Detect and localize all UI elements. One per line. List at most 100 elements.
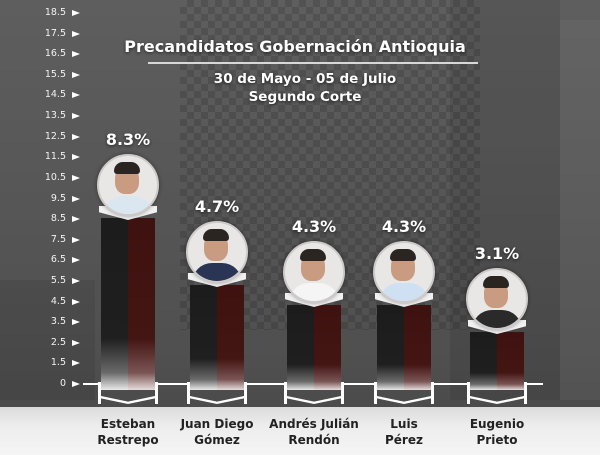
y-tick-arrow-icon (72, 133, 80, 140)
bar-right-face (497, 332, 524, 390)
bar-perez (374, 293, 434, 404)
y-tick-label: 0 (59, 378, 66, 389)
y-tick-label: 5.5 (50, 274, 66, 286)
candidate-last-name: Pérez (385, 433, 423, 447)
candidate-name: Esteban Restrepo (73, 416, 183, 448)
candidate-last-name: Restrepo (97, 433, 159, 447)
names-footer (0, 407, 600, 455)
y-tick-arrow-icon (72, 154, 80, 161)
avatar-hair-icon (483, 276, 509, 288)
bar-left-face (470, 332, 497, 390)
candidate-first-name: Andrés Julián (269, 417, 359, 431)
y-tick-label: 11.5 (44, 151, 66, 163)
y-tick-arrow-icon (72, 30, 80, 37)
y-tick-label: 9.5 (50, 192, 66, 204)
y-tick-label: 12.5 (44, 130, 66, 142)
bar-right-face (314, 305, 341, 390)
candidate-photo-avatar (186, 221, 248, 283)
bar-base-bracket (284, 382, 344, 404)
y-tick-label: 16.5 (44, 48, 66, 60)
value-label: 4.3% (381, 217, 427, 236)
y-tick-arrow-icon (72, 71, 80, 78)
avatar-body-icon (472, 310, 522, 328)
y-tick-label: 10.5 (44, 171, 66, 183)
avatar-hair-icon (300, 249, 326, 261)
y-tick-label: 8.5 (50, 213, 66, 225)
avatar-body-icon (103, 196, 153, 214)
candidate-name: Andrés Julián Rendón (259, 416, 369, 448)
candidate-photo-avatar (373, 241, 435, 303)
y-tick-arrow-icon (72, 381, 80, 387)
bar-right-face (217, 285, 244, 390)
candidate-last-name: Gómez (194, 433, 240, 447)
bar-left-face (377, 305, 404, 390)
y-tick-label: 6.5 (50, 254, 66, 266)
y-tick-arrow-icon (72, 339, 80, 346)
y-tick-arrow-icon (72, 92, 80, 99)
y-tick-arrow-icon (72, 216, 80, 223)
candidate-name: Juan Diego Gómez (162, 416, 272, 448)
background-building (560, 20, 600, 400)
bar-restrepo (98, 206, 158, 404)
bar-left-face (287, 305, 314, 390)
y-tick-label: 1.5 (50, 357, 66, 369)
bar-rendon (284, 293, 344, 404)
bar-left-face (101, 218, 128, 390)
bar-base-bracket (98, 382, 158, 404)
bar-base-bracket (374, 382, 434, 404)
value-label: 3.1% (474, 244, 520, 263)
bar-prieto (467, 320, 527, 404)
candidate-last-name: Prieto (476, 433, 518, 447)
bar-base-bracket (467, 382, 527, 404)
value-label: 4.7% (194, 197, 240, 216)
y-tick-arrow-icon (72, 319, 80, 326)
y-tick-arrow-icon (72, 51, 80, 58)
y-tick-label: 2.5 (50, 336, 66, 348)
y-tick-label: 18.5 (44, 7, 66, 18)
y-tick-arrow-icon (72, 113, 80, 120)
y-tick-arrow-icon (72, 236, 80, 243)
avatar-body-icon (192, 263, 242, 281)
y-tick-arrow-icon (72, 10, 80, 16)
y-tick-arrow-icon (72, 298, 80, 305)
y-tick-arrow-icon (72, 360, 80, 367)
y-tick-arrow-icon (72, 277, 80, 284)
title-divider (148, 62, 478, 64)
y-tick-label: 17.5 (44, 27, 66, 39)
candidate-photo-avatar (97, 154, 159, 216)
candidate-name: Eugenio Prieto (442, 416, 552, 448)
candidate-first-name: Eugenio (469, 417, 525, 431)
candidate-first-name: Juan Diego (180, 417, 254, 431)
chart-subtitle-cut: Segundo Corte (248, 89, 362, 105)
y-tick-label: 14.5 (44, 89, 66, 101)
y-tick-arrow-icon (72, 174, 80, 181)
value-label: 4.3% (291, 217, 337, 236)
candidate-photo-avatar (466, 268, 528, 330)
y-tick-label: 3.5 (50, 316, 66, 328)
candidate-photo-avatar (283, 241, 345, 303)
avatar-hair-icon (114, 162, 140, 174)
candidate-name: Luis Pérez (349, 416, 459, 448)
candidate-last-name: Rendón (288, 433, 340, 447)
chart-subtitle-dates: 30 de Mayo - 05 de Julio (213, 71, 397, 87)
avatar-hair-icon (203, 229, 229, 241)
candidate-first-name: Esteban (100, 417, 156, 431)
y-tick-label: 13.5 (44, 110, 66, 122)
chart-title: Precandidatos Gobernación Antioquia (124, 37, 466, 56)
y-tick-arrow-icon (72, 257, 80, 264)
bar-right-face (128, 218, 155, 390)
y-tick-label: 15.5 (44, 68, 66, 80)
avatar-hair-icon (390, 249, 416, 261)
candidate-first-name: Luis (390, 417, 418, 431)
avatar-body-icon (289, 283, 339, 301)
bar-left-face (190, 285, 217, 390)
bar-base-bracket (187, 382, 247, 404)
y-tick-label: 4.5 (50, 295, 66, 307)
value-label: 8.3% (105, 130, 151, 149)
avatar-body-icon (379, 283, 429, 301)
y-tick-arrow-icon (72, 195, 80, 202)
y-tick-label: 7.5 (50, 233, 66, 245)
bar-gomez (187, 273, 247, 404)
bar-right-face (404, 305, 431, 390)
